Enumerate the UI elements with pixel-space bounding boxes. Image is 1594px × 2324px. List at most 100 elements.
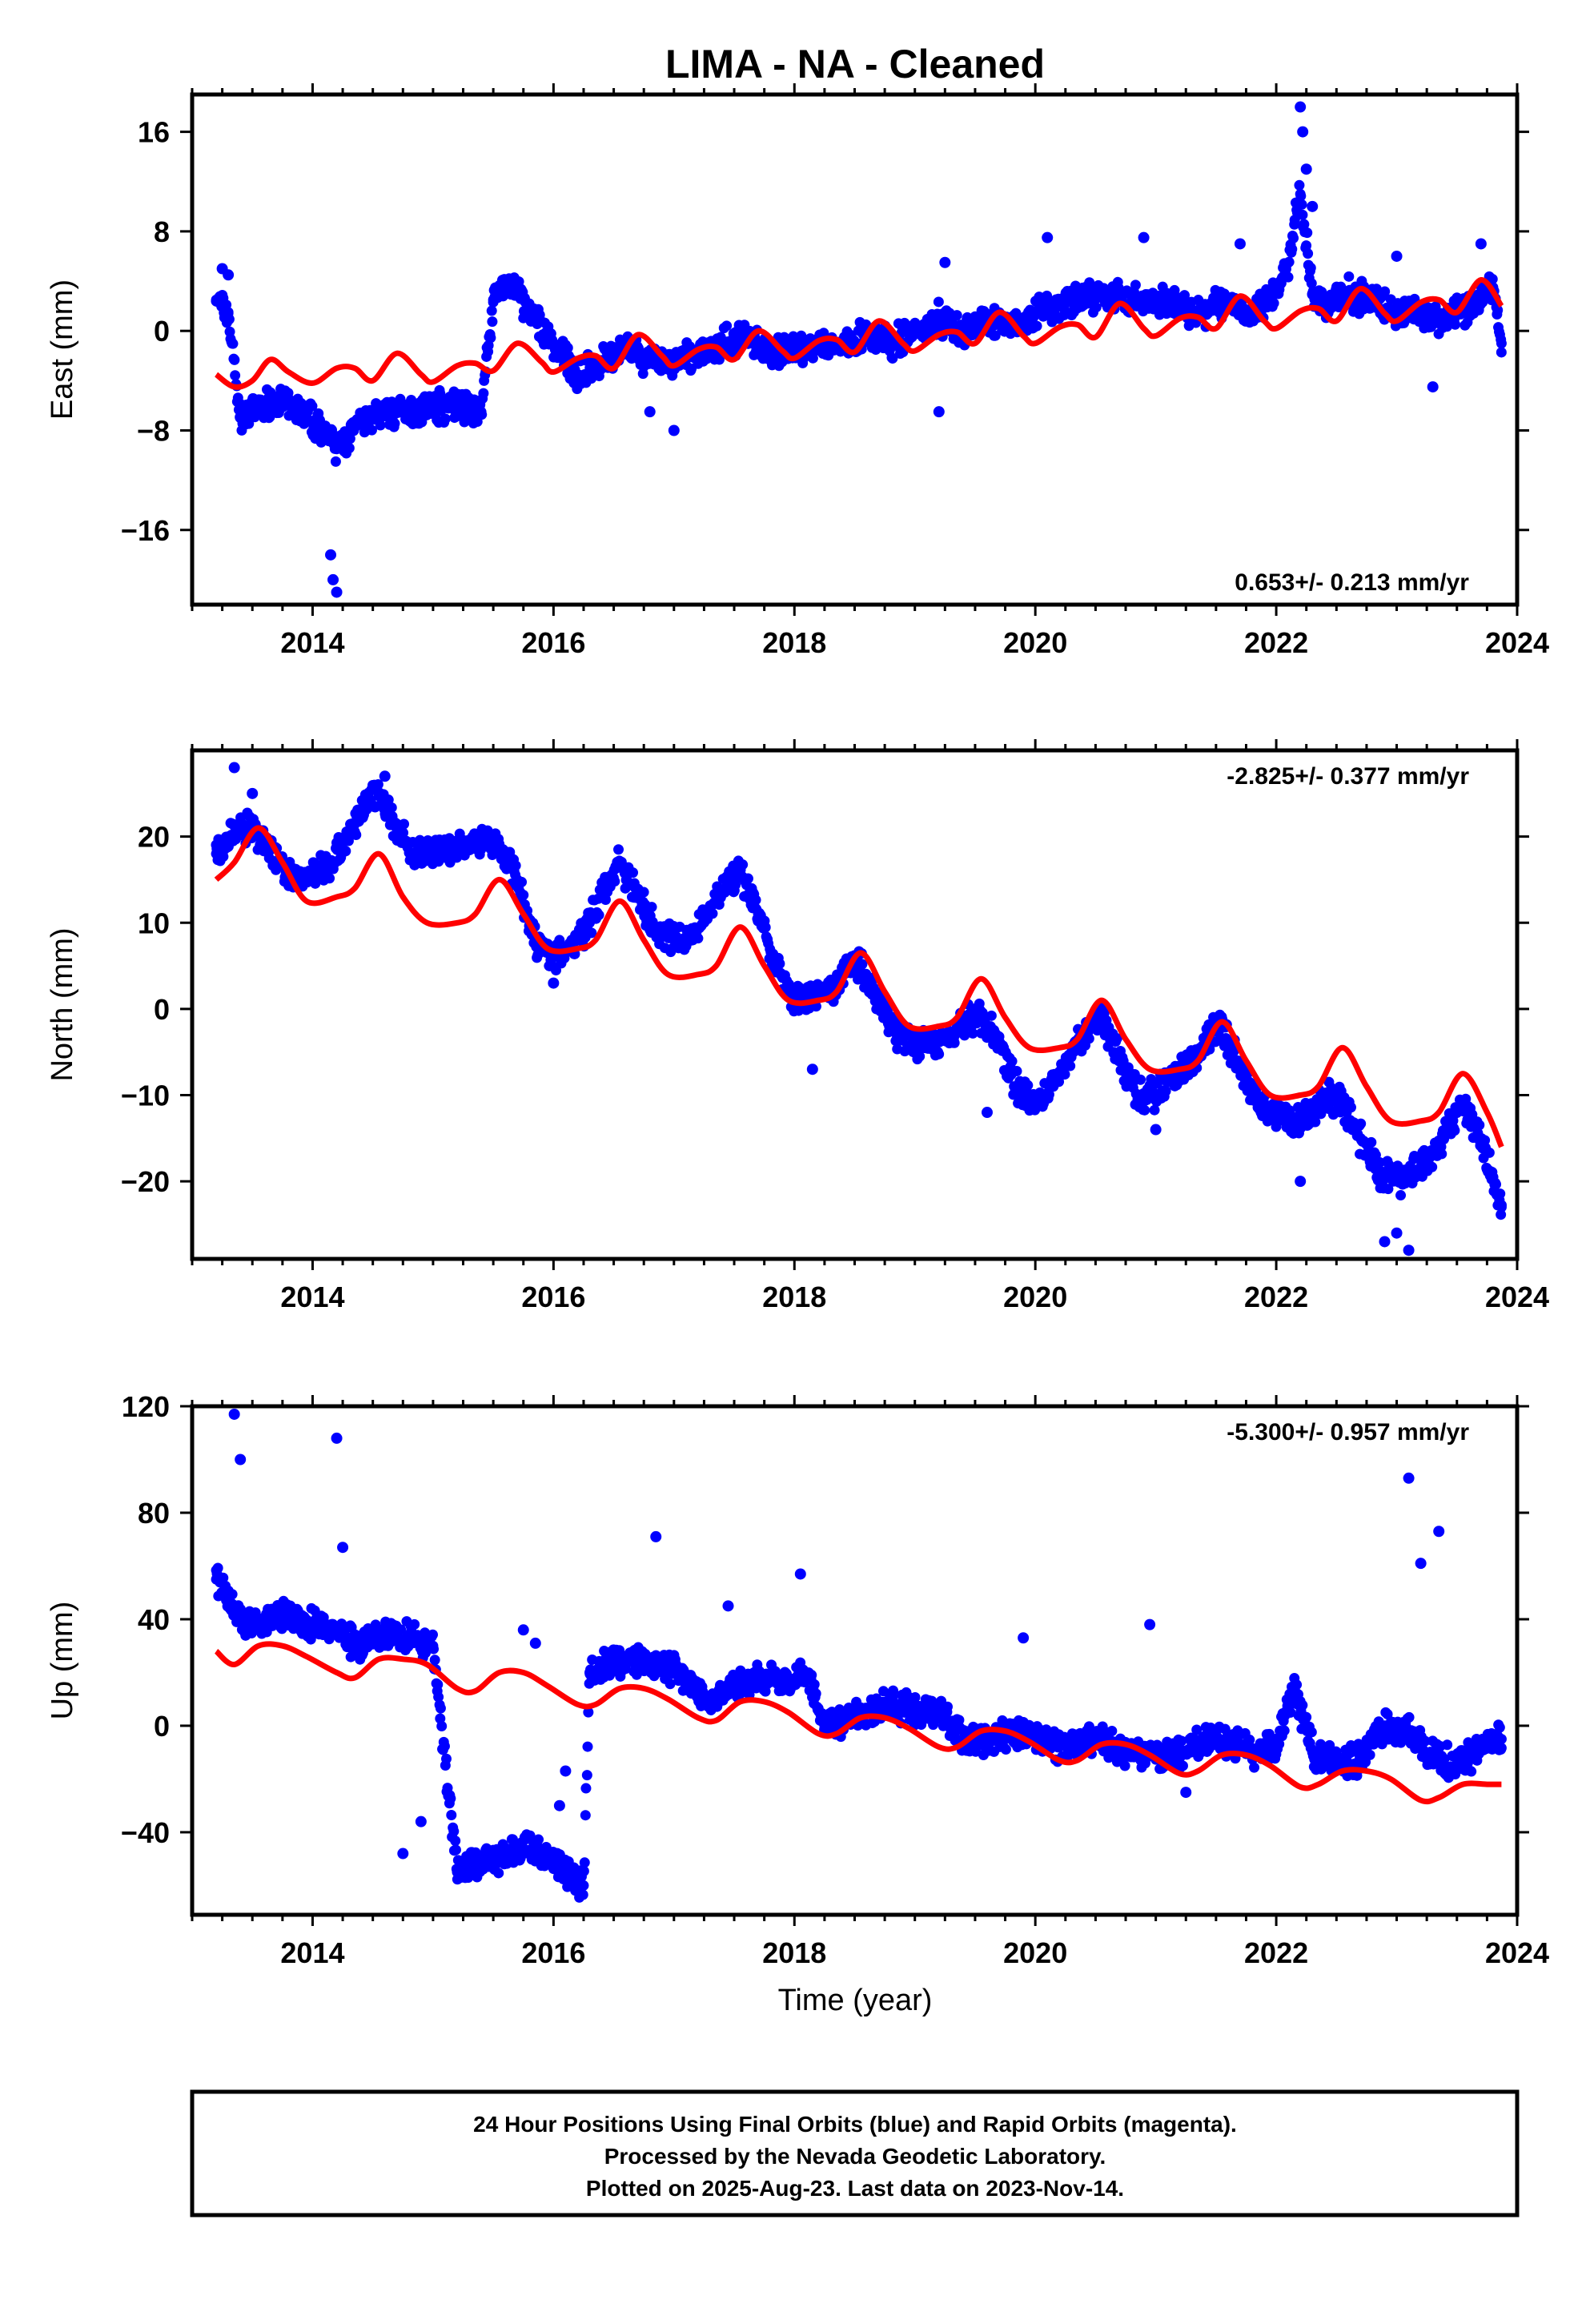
- data-point: [1391, 1176, 1403, 1187]
- data-point: [1496, 1201, 1507, 1212]
- data-point: [602, 874, 613, 885]
- outlier-point: [1307, 200, 1319, 212]
- outlier-point: [1300, 163, 1312, 175]
- data-point: [1474, 1120, 1485, 1131]
- y-tick-label: −10: [121, 1080, 170, 1112]
- data-point: [452, 839, 463, 850]
- data-point: [1012, 1081, 1023, 1092]
- y-ticks: [180, 835, 1529, 1183]
- data-point: [646, 902, 657, 913]
- data-point: [340, 846, 351, 857]
- data-point: [586, 927, 597, 939]
- data-point: [370, 1619, 381, 1630]
- data-point: [1059, 1069, 1070, 1080]
- data-point: [1150, 294, 1162, 305]
- data-point: [1031, 320, 1042, 332]
- data-point: [227, 338, 239, 349]
- data-point: [581, 1770, 592, 1781]
- outlier-point: [1427, 381, 1439, 393]
- data-point: [1495, 1188, 1506, 1200]
- data-point: [355, 419, 367, 430]
- data-point: [934, 1048, 945, 1059]
- data-point: [518, 890, 529, 901]
- data-point: [445, 1793, 456, 1804]
- plot-area: [211, 101, 1507, 598]
- data-point: [760, 922, 771, 933]
- data-point: [230, 370, 241, 381]
- data-point: [1253, 1098, 1264, 1109]
- data-point: [325, 857, 336, 868]
- outlier-point: [806, 1063, 818, 1076]
- data-point: [1102, 288, 1113, 300]
- data-point: [372, 779, 383, 790]
- data-point: [1284, 1105, 1295, 1116]
- data-point: [439, 1741, 450, 1752]
- data-point: [1288, 232, 1299, 243]
- data-point: [510, 860, 521, 871]
- x-tick-label: 2018: [762, 1281, 826, 1313]
- x-tick-label: 2018: [762, 626, 826, 659]
- y-ticks: [180, 131, 1529, 532]
- y-axis-label: North (mm): [46, 927, 79, 1081]
- data-point: [909, 1691, 921, 1703]
- data-point: [1395, 1190, 1407, 1201]
- data-point: [650, 926, 661, 937]
- data-point: [1283, 271, 1294, 283]
- data-point: [319, 424, 330, 436]
- data-point: [579, 1857, 590, 1868]
- data-point: [1287, 243, 1298, 255]
- outlier-point: [644, 406, 656, 418]
- y-axis-label: East (mm): [46, 279, 79, 420]
- x-tick-label: 2016: [521, 1281, 585, 1313]
- data-point: [223, 831, 234, 842]
- data-point: [1126, 294, 1138, 305]
- data-point: [448, 1826, 460, 1837]
- data-point: [789, 344, 800, 355]
- data-point: [389, 418, 400, 429]
- data-point: [933, 296, 944, 308]
- x-tick-label: 2024: [1485, 1281, 1549, 1313]
- y-tick-label: 16: [138, 116, 170, 149]
- data-point: [1457, 1098, 1468, 1109]
- data-point: [366, 424, 377, 436]
- data-point: [580, 1783, 592, 1794]
- data-point: [1235, 1063, 1246, 1075]
- y-tick-label: −16: [121, 514, 170, 547]
- x-tick-label: 2020: [1003, 626, 1067, 659]
- data-point: [578, 1865, 589, 1876]
- data-point: [1427, 1150, 1439, 1161]
- outlier-point: [327, 573, 339, 585]
- data-point: [383, 794, 394, 806]
- data-point: [440, 413, 451, 424]
- data-point: [1496, 338, 1507, 349]
- data-point: [934, 313, 945, 324]
- data-point: [873, 995, 885, 1006]
- data-point: [1383, 1184, 1394, 1195]
- data-point: [891, 1029, 902, 1040]
- data-point: [1022, 1080, 1034, 1091]
- outlier-point: [939, 256, 951, 268]
- data-point: [963, 1012, 974, 1023]
- data-point: [533, 1834, 544, 1845]
- data-point: [478, 388, 489, 399]
- data-point: [572, 369, 583, 380]
- data-point: [324, 873, 335, 884]
- data-point: [373, 788, 384, 799]
- data-point: [554, 935, 565, 946]
- data-point: [721, 320, 733, 332]
- data-point: [487, 316, 498, 328]
- outlier-point: [1379, 1236, 1391, 1248]
- outlier-point: [247, 787, 259, 799]
- data-point: [644, 356, 656, 368]
- data-point: [600, 894, 611, 905]
- data-point: [512, 874, 523, 885]
- outlier-point: [1150, 1124, 1162, 1136]
- final-orbit-points: [211, 179, 1507, 467]
- data-point: [435, 1703, 446, 1714]
- data-point: [223, 307, 234, 318]
- data-point: [1476, 1132, 1487, 1144]
- data-point: [1373, 1167, 1384, 1178]
- data-point: [1271, 288, 1282, 300]
